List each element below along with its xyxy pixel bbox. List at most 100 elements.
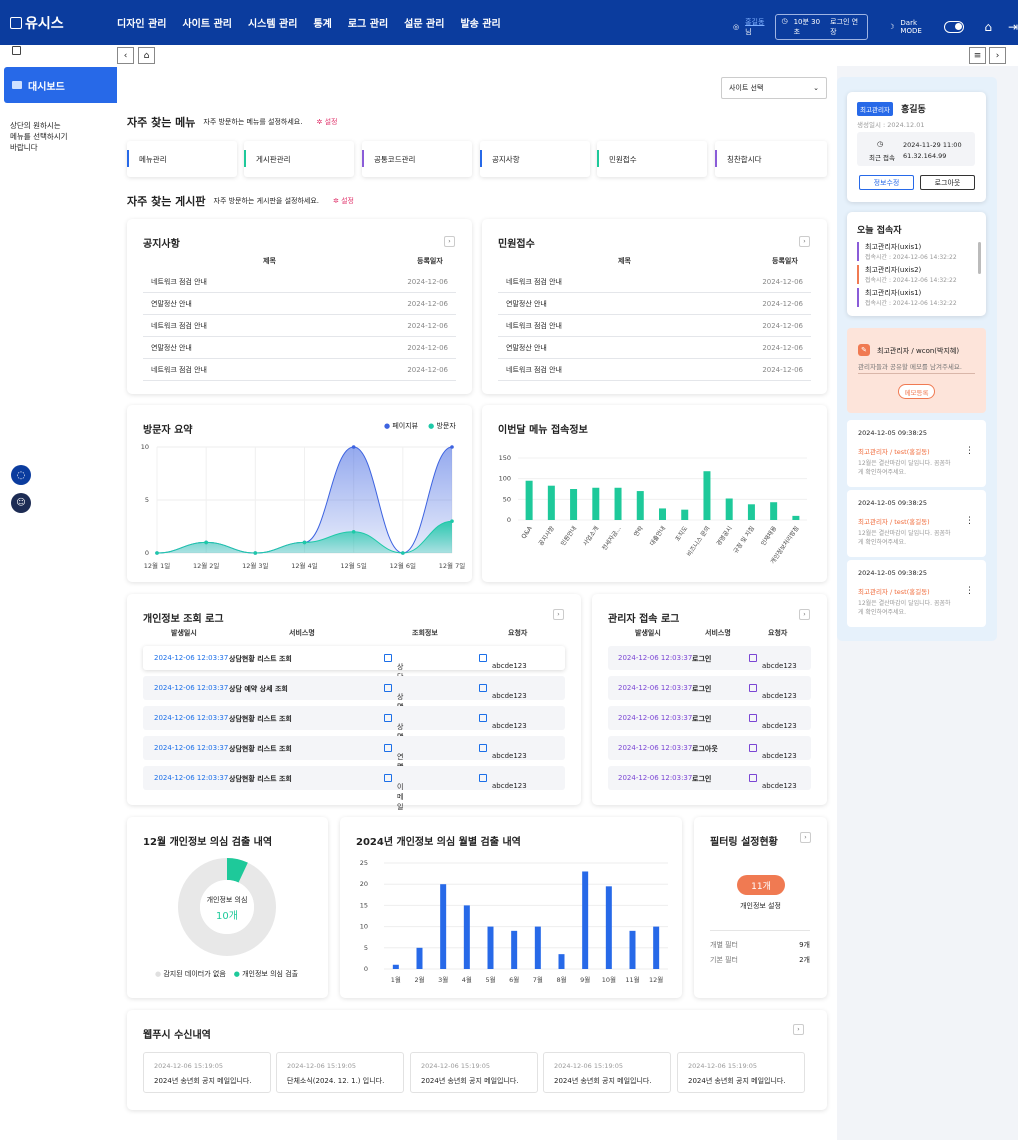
admin-log-row[interactable]: 2024-12-06 12:03:37 로그인 abcde123 [608,766,811,790]
bar [629,930,636,969]
webpush-more-button[interactable]: › [793,1024,804,1035]
gnb-log[interactable]: 로그 관리 [347,19,389,30]
webpush-item[interactable]: 2024-12-06 15:19:05 2024년 송년회 공지 메일입니다. [143,1052,271,1093]
quick-menu-item[interactable]: 메뉴관리 [127,141,237,177]
col-date: 등록일자 [417,257,443,265]
gnb-send[interactable]: 발송 관리 [460,19,501,30]
memo-input[interactable] [858,360,975,374]
bar [592,487,600,520]
gear-icon: ✲ [316,118,323,126]
row-title: 네트워크 점검 안내 [151,365,207,374]
admin-log-more-button[interactable]: › [799,609,810,620]
quick-menu-item[interactable]: 민원접수 [597,141,707,177]
dark-mode-label: Dark MODE [900,19,922,35]
scrollbar[interactable] [978,242,981,274]
log-service: 상담현황 리스트 조회 [229,715,292,723]
user-icon: ◎ [733,23,740,31]
notice-row[interactable]: 연말정산 안내 2024-12-06 [143,337,456,359]
quick-menu-item[interactable]: 게시판관리 [244,141,354,177]
quick-menu-item[interactable]: 공지사항 [480,141,590,177]
bar [703,471,711,520]
complaint-card: 민원접수 › 제목 등록일자 네트워크 점검 안내 2024-12-06 연말정산… [482,219,827,394]
notice-card: 공지사항 › 제목 등록일자 네트워크 점검 안내 2024-12-06 연말정산… [127,219,472,394]
tab-home-button[interactable]: ⌂ [138,47,155,64]
notice-row[interactable]: 네트워크 점검 안내 2024-12-06 [143,271,456,293]
notice-row[interactable]: 연말정산 안내 2024-12-06 [143,293,456,315]
complaint-row[interactable]: 연말정산 안내 2024-12-06 [498,293,811,315]
gnb-design[interactable]: 디자인 관리 [117,19,167,30]
complaint-row[interactable]: 네트워크 점검 안내 2024-12-06 [498,359,811,381]
log-user: abcde123 [492,782,527,790]
notice-row[interactable]: 네트워크 점검 안내 2024-12-06 [143,359,456,381]
extend-login-button[interactable]: 로그인 연장 [830,18,859,36]
webpush-item[interactable]: 2024-12-06 15:19:05 2024년 송년회 공지 메일입니다. [410,1052,538,1093]
home-icon[interactable]: ⌂ [984,20,992,34]
bar [463,905,470,969]
filter-more-button[interactable]: › [800,832,811,843]
message-item[interactable]: 2024-12-05 09:38:25 최고관리자 / test(홍길동) 12… [847,420,986,487]
admin-log-row[interactable]: 2024-12-06 12:03:37 로그인 abcde123 [608,706,811,730]
sidebar-item-dashboard[interactable]: 대시보드 [4,67,117,103]
gnb-site[interactable]: 사이트 관리 [182,19,232,30]
app-logo[interactable]: 유시스 [10,13,64,33]
message-date: 2024-12-05 09:38:25 [858,499,928,507]
chatbot-icon[interactable]: ☺ [11,493,31,513]
bar [525,480,533,520]
y-tick-label: 0 [507,516,511,524]
admin-log-row[interactable]: 2024-12-06 12:03:37 로그아웃 abcde123 [608,736,811,760]
memo-submit-button[interactable]: 메모등록 [898,384,935,399]
support-icon[interactable]: ◌ [11,465,31,485]
quick-menu-item[interactable]: 공통코드관리 [362,141,472,177]
message-item[interactable]: 2024-12-05 09:38:25 최고관리자 / test(홍길동) 12… [847,490,986,557]
filter-card: 필터링 설정현황 › 11개 개인정보 설정 개별 필터 9개 기본 필터 2개 [694,817,827,998]
quick-menu-item[interactable]: 칭찬합시다 [715,141,827,177]
admin-log-row[interactable]: 2024-12-06 12:03:37 로그인 abcde123 [608,676,811,700]
complaint-row[interactable]: 연말정산 안내 2024-12-06 [498,337,811,359]
accent-bar [244,150,246,167]
log-time: 2024-12-06 12:03:37 [154,684,229,692]
complaint-row[interactable]: 네트워크 점검 안내 2024-12-06 [498,271,811,293]
message-item[interactable]: 2024-12-05 09:38:25 최고관리자 / test(홍길동) 12… [847,560,986,627]
edit-profile-button[interactable]: 정보수정 [859,175,914,190]
notice-row[interactable]: 네트워크 점검 안내 2024-12-06 [143,315,456,337]
privacy-log-row[interactable]: 2024-12-06 12:03:37 상담현황 리스트 조회 이메일 abcde12… [143,766,565,811]
more-vert-icon[interactable]: ⋮ [965,446,974,456]
more-vert-icon[interactable]: ⋮ [965,586,974,596]
x-tick-label: 10월 [602,975,616,984]
complaint-row[interactable]: 네트워크 점검 안내 2024-12-06 [498,315,811,337]
accent-bar [480,150,482,167]
complaint-more-button[interactable]: › [799,236,810,247]
gnb-survey[interactable]: 설문 관리 [404,19,445,30]
notice-more-button[interactable]: › [444,236,455,247]
data-point [302,540,307,545]
tab-next-button[interactable]: › [989,47,1006,64]
site-select-value: 사이트 선택 [729,84,764,92]
tab-list-button[interactable]: ≡ [969,47,986,64]
gnb-stats[interactable]: 통계 [313,19,332,30]
site-select[interactable]: 사이트 선택 ⌄ [721,77,827,99]
quick-board-setting[interactable]: ✲ 설정 [333,196,354,206]
dark-mode-toggle[interactable] [944,21,965,33]
sidebar-toggle-icon[interactable] [12,46,21,55]
webpush-item[interactable]: 2024-12-06 15:19:05 2024년 송년회 공지 메일입니다. [543,1052,671,1093]
privacy-log-more-button[interactable]: › [553,609,564,620]
webpush-item[interactable]: 2024-12-06 15:19:05 2024년 송년회 공지 메일입니다. [677,1052,805,1093]
last-login-ip: 61.32.164.99 [903,152,947,160]
tab-prev-button[interactable]: ‹ [117,47,134,64]
row-date: 2024-12-06 [407,277,448,286]
quick-menu-setting[interactable]: ✲ 설정 [316,117,337,127]
legend-label: 개인정보 의심 검출 [242,970,299,978]
visitor-chart-card: 방문자 요약 ● 페이지뷰 ● 방문자 0 5 10 12월 1일 12월 2일 12월 … [127,405,472,582]
webpush-item[interactable]: 2024-12-06 15:19:05 단체소식(2024. 12. 1.) 입니… [276,1052,404,1093]
logout-button[interactable]: 로그아웃 [920,175,975,190]
gnb-system[interactable]: 시스템 관리 [247,19,298,30]
more-vert-icon[interactable]: ⋮ [965,516,974,526]
menu-chart-card: 이번달 메뉴 접속정보 0 50 100 150 Q&A 공지사항 민원안내 사업소개 전세자금… [482,405,827,582]
pie-slice-detected [226,858,248,883]
admin-log-row[interactable]: 2024-12-06 12:03:37 로그인 abcde123 [608,646,811,670]
logout-icon[interactable]: ⇥ [1007,20,1018,34]
